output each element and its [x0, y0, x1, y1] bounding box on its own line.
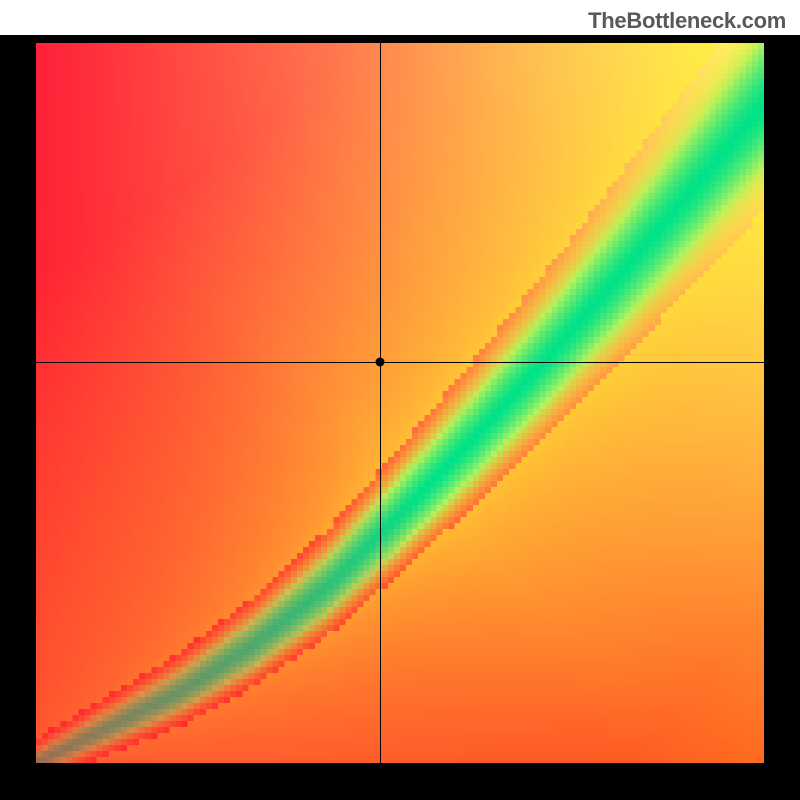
chart-frame	[0, 35, 800, 800]
crosshair-horizontal	[36, 362, 764, 363]
heatmap-canvas	[36, 43, 764, 763]
plot-area	[36, 43, 764, 763]
crosshair-vertical	[380, 43, 381, 763]
crosshair-marker	[376, 357, 385, 366]
watermark-text: TheBottleneck.com	[588, 8, 786, 34]
